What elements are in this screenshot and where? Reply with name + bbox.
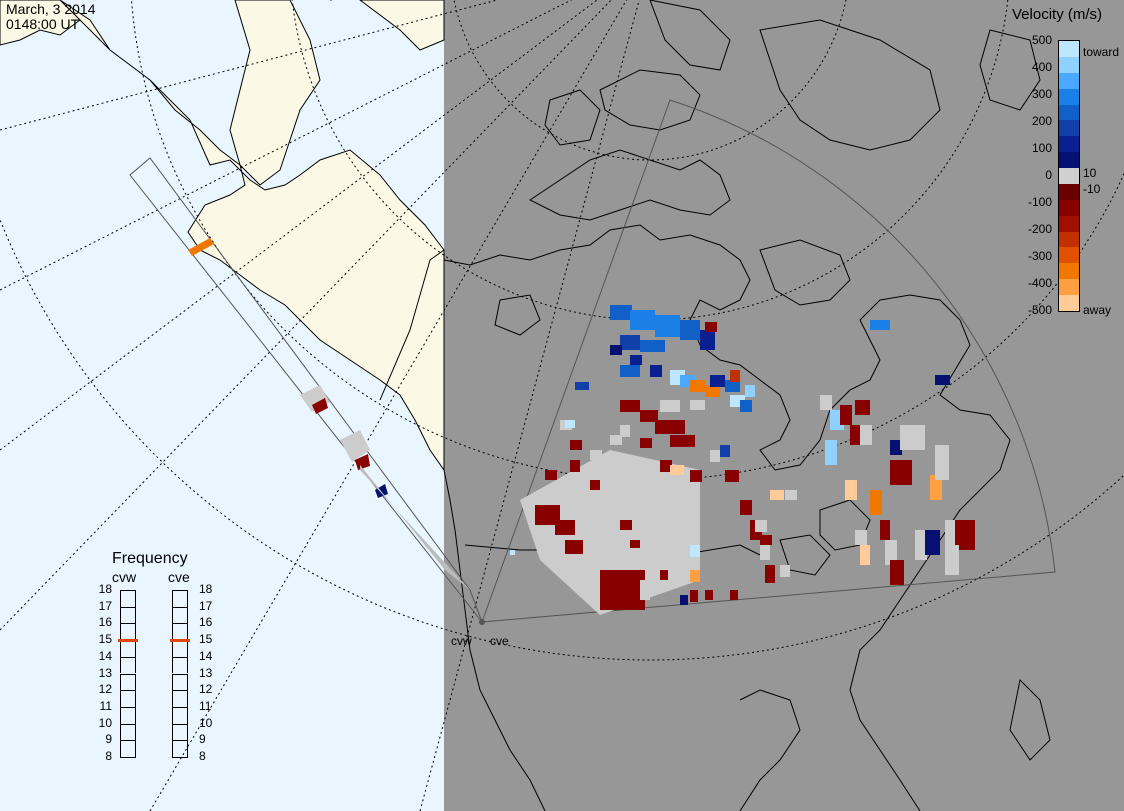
frequency-tick-label: 15 (98, 632, 112, 647)
radar-site-marker (479, 619, 485, 625)
frequency-ladder-cell (172, 590, 188, 607)
frequency-tick-label: 15 (199, 632, 213, 647)
velocity-toward-label: toward (1083, 45, 1120, 59)
frequency-tick-label: 11 (199, 698, 212, 713)
velocity-tick-label: -200 (1027, 222, 1052, 236)
velocity-tick-label: 500 (1031, 33, 1052, 47)
frequency-tick-label: 9 (199, 732, 206, 747)
velocity-away-label: away (1083, 303, 1112, 317)
velocity-color-segment (1059, 263, 1079, 280)
velocity-inner-tick-pos: 10 (1083, 166, 1097, 180)
velocity-tick-label: 300 (1031, 87, 1052, 101)
frequency-tick-label: 13 (199, 665, 213, 680)
velocity-tick-label: -300 (1027, 249, 1052, 263)
velocity-color-segment (1059, 168, 1079, 185)
velocity-tick-label: 100 (1031, 141, 1052, 155)
velocity-color-segment (1059, 41, 1079, 58)
radar-fov-outlines (129, 99, 1056, 623)
frequency-tick-label: 16 (199, 615, 213, 630)
frequency-radar-label-cvw: cvw (112, 569, 137, 585)
velocity-color-segment (1059, 279, 1079, 296)
frequency-ladder-cell (172, 623, 188, 641)
frequency-tick-label: 18 (199, 582, 213, 596)
frequency-tick-label: 17 (98, 598, 112, 613)
velocity-color-segment (1059, 247, 1079, 264)
velocity-color-segment (1059, 295, 1079, 312)
frequency-tick-label: 18 (98, 582, 112, 596)
frequency-ladder-cell (120, 690, 136, 707)
velocity-color-segment (1059, 104, 1079, 121)
velocity-color-segment (1059, 152, 1079, 169)
velocity-tick-label: 0 (1045, 168, 1052, 182)
velocity-color-segment (1059, 56, 1079, 74)
frequency-ladder-cell (120, 606, 136, 624)
frequency-ladder-cell (172, 656, 188, 674)
velocity-color-segment (1059, 72, 1079, 90)
velocity-scale-title: Velocity (m/s) (1012, 6, 1103, 23)
velocity-color-bar (1058, 40, 1080, 312)
frequency-ladder-cell (120, 673, 136, 691)
date-label: March, 3 2014 (6, 1, 96, 17)
frequency-ladder-base (172, 757, 188, 758)
velocity-color-segment (1059, 88, 1079, 106)
frequency-ladder-cell (172, 606, 188, 624)
frequency-ladder-cell (120, 640, 136, 657)
velocity-tick-label: 400 (1031, 60, 1052, 74)
frequency-ladder-cell (172, 706, 188, 724)
velocity-color-segment (1059, 231, 1079, 248)
frequency-tick-label: 17 (199, 598, 213, 613)
frequency-ladder-cell (172, 673, 188, 691)
velocity-tick-label: -500 (1027, 303, 1052, 317)
frequency-ladder-cell (120, 706, 136, 724)
frequency-tick-label: 9 (105, 732, 112, 747)
velocity-color-segment (1059, 136, 1079, 153)
velocity-color-segment (1059, 215, 1079, 233)
velocity-color-segment (1059, 183, 1079, 201)
frequency-ladder-cell (172, 723, 188, 741)
frequency-ladder-cell (172, 740, 188, 757)
radar-site-label-cvw: cvw (451, 634, 472, 648)
frequency-tick-label: 8 (105, 749, 112, 763)
frequency-ladder-cell (172, 640, 188, 657)
cvw-beam-cells (188, 238, 470, 590)
frequency-tick-label: 13 (98, 665, 112, 680)
velocity-tick-label: -400 (1027, 276, 1052, 290)
frequency-tick-label: 10 (98, 715, 112, 730)
frequency-ladder-base (120, 757, 136, 758)
frequency-tick-label: 14 (98, 648, 112, 663)
velocity-color-segment (1059, 120, 1079, 137)
frequency-tick-label: 10 (199, 715, 213, 730)
frequency-ladder-cell (120, 623, 136, 641)
frequency-tick-label: 11 (99, 698, 112, 713)
frequency-tick-label: 8 (199, 749, 206, 763)
frequency-ladder-cell (120, 740, 136, 757)
frequency-tick-label: 16 (98, 615, 112, 630)
frequency-radar-label-cve: cve (168, 569, 190, 585)
frequency-ladder-cell (120, 656, 136, 674)
time-label: 0148:00 UT (6, 16, 80, 32)
frequency-tick-label: 12 (98, 682, 112, 697)
velocity-inner-tick-neg: -10 (1083, 182, 1101, 196)
cve-velocity-cells (510, 305, 975, 615)
frequency-ladder-cell (120, 723, 136, 741)
frequency-marker (118, 639, 138, 643)
velocity-tick-label: -100 (1027, 195, 1052, 209)
frequency-ladder-cell (172, 690, 188, 707)
frequency-tick-label: 12 (199, 682, 213, 697)
frequency-ladder-cell (120, 590, 136, 607)
velocity-color-segment (1059, 199, 1079, 217)
radar-site-label-cve: cve (490, 634, 509, 648)
frequency-marker (170, 639, 190, 643)
frequency-panel-title: Frequency (112, 550, 188, 567)
velocity-tick-label: 200 (1031, 114, 1052, 128)
frequency-tick-label: 14 (199, 648, 213, 663)
